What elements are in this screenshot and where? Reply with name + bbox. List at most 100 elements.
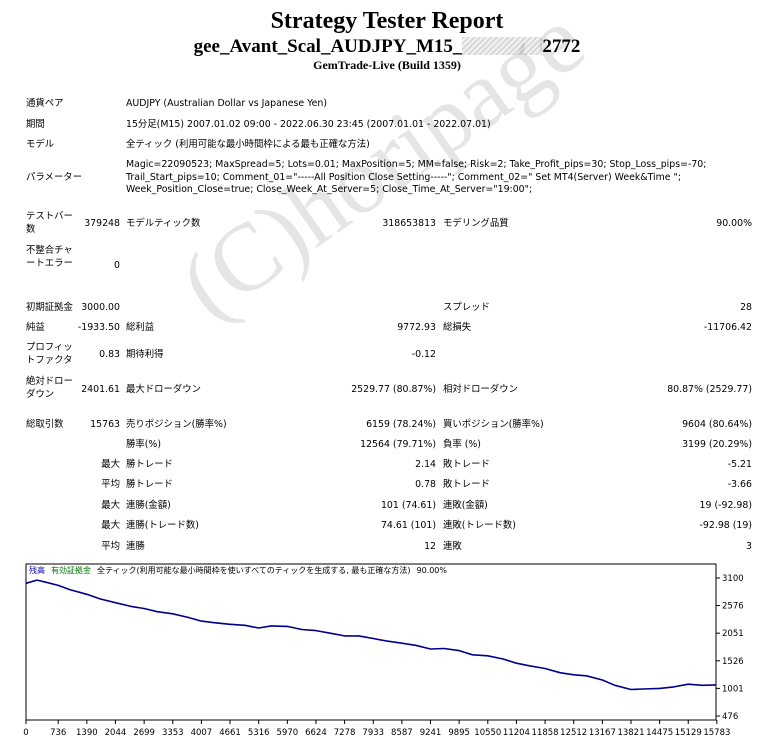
max-cons-lossamt-value: -92.98 (19) (699, 520, 752, 531)
largest-win-value: 2.14 (415, 459, 436, 470)
balance-point (630, 688, 632, 691)
rel-dd-value: 80.87% (2529.77) (667, 384, 752, 395)
x-tick-label: 9895 (448, 728, 470, 738)
trades-label: 総取引数 (26, 419, 64, 430)
x-tick-label: 2044 (105, 728, 127, 738)
y-tick-label: 476 (722, 712, 738, 722)
balance-point (213, 622, 215, 624)
trades-value: 15763 (90, 419, 120, 430)
balance-point (344, 635, 346, 637)
net-value: -1933.50 (77, 322, 120, 333)
y-tick-label: 1526 (722, 657, 744, 667)
x-tick-label: 7278 (334, 728, 356, 738)
expected-value: -0.12 (411, 349, 436, 360)
legend-entry: 残高 (29, 565, 45, 575)
net-label: 純益 (26, 322, 45, 333)
gross-profit-label: 総利益 (126, 322, 155, 333)
max-cons-profit-value: 74.61 (101) (380, 520, 436, 531)
avg-cons-win-value: 12 (424, 541, 436, 552)
balance-point (258, 627, 260, 629)
max-cons-profit-label: 連勝(トレード数) (126, 520, 199, 531)
balance-point (502, 658, 504, 660)
max-cons-win-value: 101 (74.61) (380, 500, 436, 511)
balance-point (315, 630, 317, 632)
model-label: モデル (26, 139, 55, 150)
balance-point (244, 624, 246, 626)
loss-label: 負率 (%) (443, 439, 481, 450)
server-name: GemTrade-Live (Build 1359) (313, 58, 461, 72)
avg2-label: 平均 (101, 541, 120, 552)
abs-dd-value: 2401.61 (81, 384, 120, 395)
balance-point (372, 637, 374, 640)
legend-entry: 90.00% (416, 566, 447, 575)
x-tick-label: 736 (50, 728, 66, 738)
maximum-label: 最大 (101, 500, 120, 511)
balance-point (386, 640, 388, 642)
gross-profit-value: 9772.93 (397, 322, 436, 333)
balance-point (715, 684, 717, 686)
expected-label: 期待利得 (126, 349, 164, 360)
max-dd-value: 2529.77 (80.87%) (351, 384, 436, 395)
win-value: 12564 (79.71%) (360, 439, 436, 450)
largest-win-label: 勝トレード (126, 459, 173, 470)
short-label: 売りポジション(勝率%) (126, 419, 227, 430)
avg-loss-value: -3.66 (727, 479, 752, 490)
balance-point (200, 620, 202, 622)
legend-entry: 全ティック(利用可能な最小時間枠を使いすべてのティックを生成する, 最も正確な方… (97, 565, 410, 575)
y-tick-label: 1001 (722, 684, 744, 694)
balance-point (86, 593, 88, 595)
balance-point (57, 584, 59, 586)
y-tick-label: 3100 (722, 574, 744, 584)
x-tick-label: 13167 (589, 728, 616, 738)
max-cons-win-label: 連勝(金額) (126, 500, 171, 511)
model-value: 全ティック (利用可能な最小時間枠による最も正確な方法) (126, 139, 370, 150)
avg-win-label: 勝トレード (126, 479, 173, 490)
balance-point (286, 625, 288, 627)
y-tick-label: 2576 (722, 602, 744, 612)
gross-loss-label: 総損失 (443, 322, 472, 333)
balance-point (429, 648, 432, 650)
balance-point (69, 589, 71, 591)
x-tick-label: 7933 (362, 728, 384, 738)
short-value: 6159 (78.24%) (366, 419, 436, 430)
mismatch-label: 不整合チャートエラー (26, 245, 73, 269)
balance-point (687, 683, 689, 685)
balance-point (130, 605, 132, 607)
balance-point (471, 654, 474, 656)
gross-loss-value: -11706.42 (703, 322, 752, 333)
ticks-label: モデルティック数 (126, 218, 201, 229)
long-label: 買いポジション(勝率%) (443, 419, 544, 430)
balance-point (358, 635, 360, 637)
maximal-label: 最大 (101, 520, 120, 531)
balance-point (559, 672, 561, 674)
deposit-label: 初期証拠金 (26, 302, 73, 313)
x-tick-label: 15783 (703, 728, 730, 738)
redacted-block (462, 37, 543, 55)
deposit-value: 3000.00 (81, 302, 120, 313)
ticks-value: 318653813 (382, 218, 436, 229)
balance-point (99, 598, 101, 600)
balance-point (156, 611, 158, 613)
x-tick-label: 0 (23, 728, 28, 738)
balance-point (25, 582, 27, 584)
bars-value: 379248 (84, 218, 120, 229)
legend-entry: 有効証拠金 (51, 565, 91, 575)
balance-point (443, 647, 445, 650)
balance-point (701, 684, 703, 686)
mismatch-value: 0 (114, 260, 120, 271)
balance-point (585, 675, 587, 677)
balance-point (614, 684, 616, 686)
balance-point (36, 579, 38, 581)
avg-cons-loss-value: 3 (746, 541, 752, 552)
avg-loss-label: 敗トレード (443, 479, 490, 490)
x-tick-label: 13821 (617, 728, 644, 738)
balance-point (114, 602, 117, 604)
balance-point (573, 674, 575, 676)
balance-point (187, 616, 189, 618)
balance-point (487, 655, 489, 657)
balance-point (301, 628, 303, 631)
balance-point (45, 581, 47, 583)
quality-value: 90.00% (716, 218, 752, 229)
balance-point (642, 688, 644, 690)
max-cons-lossamt-label: 連敗(トレード数) (443, 520, 516, 531)
